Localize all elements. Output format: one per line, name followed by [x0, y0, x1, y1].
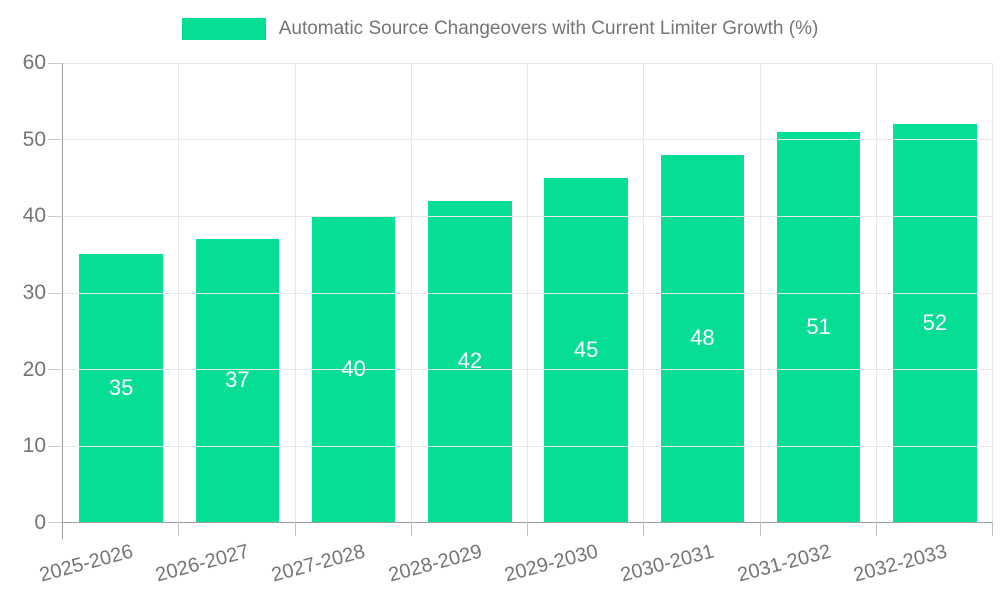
h-gridline — [63, 215, 993, 217]
legend-swatch — [181, 18, 266, 40]
x-axis-labels: 2025-2026 2026-2027 2027-2028 2028-2029 2029… — [37, 524, 993, 594]
bar-slot: 45 — [528, 63, 644, 522]
x-tick — [410, 522, 412, 536]
y-axis-extension-tick — [62, 522, 63, 539]
bar-slot: 35 — [63, 63, 179, 522]
h-gridline — [63, 139, 993, 141]
y-tick — [48, 522, 63, 523]
bar-slot: 37 — [179, 63, 295, 522]
bar-value-label: 51 — [806, 313, 831, 339]
x-tick — [875, 522, 877, 536]
v-gridline — [643, 63, 645, 522]
v-gridline — [992, 63, 993, 522]
bar-value-label: 42 — [457, 348, 483, 374]
x-tick — [643, 522, 645, 536]
legend: Automatic Source Changeovers with Curren… — [0, 18, 1000, 40]
bar-value-label: 48 — [690, 325, 715, 351]
bar-2031-2032: 51 — [776, 131, 861, 522]
plot-area: 35 37 40 42 45 48 51 52 — [48, 63, 993, 539]
v-gridline — [178, 63, 180, 522]
y-tick — [48, 63, 63, 64]
bar-2026-2027: 37 — [195, 238, 280, 522]
y-tick — [48, 215, 63, 217]
bar-value-label: 35 — [108, 375, 134, 401]
bar-2029-2030: 45 — [544, 177, 628, 522]
v-gridline — [410, 63, 412, 522]
bar-value-label: 40 — [341, 356, 366, 381]
bar-slot: 51 — [761, 63, 877, 522]
y-axis-tick-label: 10 — [22, 434, 46, 458]
bar-value-label: 37 — [225, 367, 250, 393]
x-tick — [992, 522, 993, 536]
bar-2030-2031: 48 — [660, 154, 745, 522]
v-gridline — [527, 63, 528, 522]
h-gridline — [63, 445, 993, 447]
h-gridline — [63, 292, 993, 294]
bar-2025-2026: 35 — [79, 254, 163, 522]
x-axis-tick-label: 2025-2026 — [36, 540, 135, 587]
x-tick — [527, 522, 528, 536]
legend-label: Automatic Source Changeovers with Curren… — [278, 18, 819, 39]
y-axis-tick-label: 20 — [22, 357, 46, 381]
v-gridline — [759, 63, 761, 522]
bar-2028-2029: 42 — [428, 200, 512, 522]
h-gridline — [63, 63, 993, 64]
y-axis-tick-label: 50 — [22, 127, 46, 151]
y-axis-tick-label: 30 — [22, 281, 46, 304]
y-tick — [48, 139, 63, 141]
bar-2032-2033: 52 — [893, 124, 977, 522]
v-gridline — [875, 63, 877, 522]
x-label-slot: 2032-2033 — [851, 524, 993, 594]
x-tick — [759, 522, 761, 536]
y-axis-labels: 0 10 20 30 40 50 60 — [0, 51, 46, 534]
y-tick — [48, 292, 63, 294]
y-tick — [48, 445, 63, 447]
x-tick — [178, 522, 180, 536]
y-axis-tick-label: 40 — [22, 204, 46, 228]
y-axis-tick-label: 0 — [34, 511, 46, 534]
bar-value-label: 45 — [573, 336, 599, 362]
y-axis-tick-label: 60 — [22, 51, 46, 74]
v-gridline — [294, 63, 296, 522]
bar-slot: 52 — [877, 63, 993, 522]
x-tick — [294, 522, 296, 536]
bar-value-label: 52 — [922, 310, 948, 336]
y-tick — [48, 368, 63, 370]
h-gridline — [63, 368, 993, 370]
